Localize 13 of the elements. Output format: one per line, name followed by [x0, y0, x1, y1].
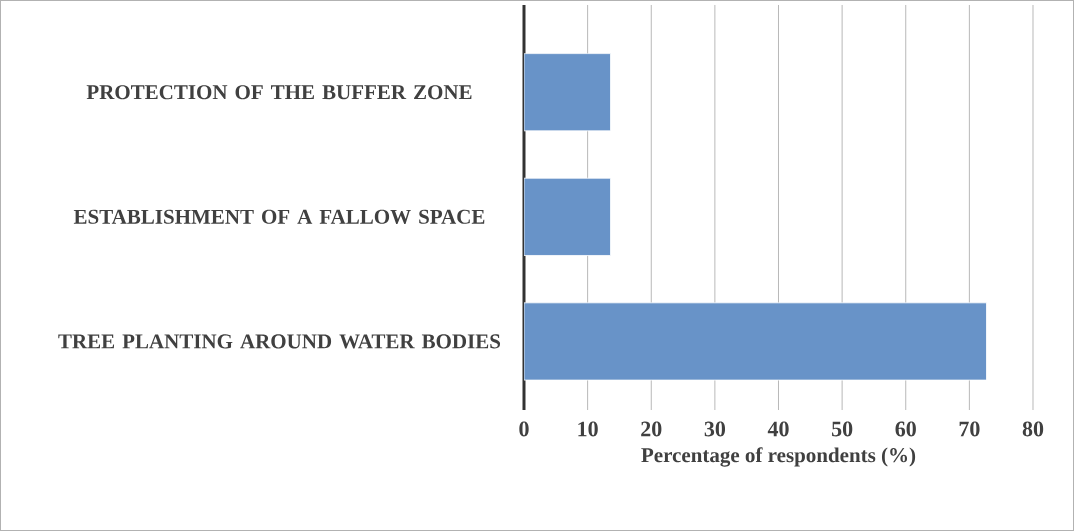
x-tick-label: 50 — [832, 421, 853, 437]
x-tick-label: 20 — [641, 421, 662, 437]
y-tick-label: TREE PLANTING AROUND WATER BODIES — [58, 334, 501, 349]
y-tick-label: PROTECTION OF THE BUFFER ZONE — [86, 85, 472, 100]
y-tick-label: ESTABLISHMENT OF A FALLOW SPACE — [73, 209, 485, 224]
x-tick-label: 40 — [767, 421, 789, 437]
x-tick-label: 60 — [895, 421, 916, 437]
x-tick-label: 70 — [959, 421, 980, 437]
x-tick-label: 0 — [519, 421, 529, 437]
x-tick-label: 10 — [578, 421, 598, 437]
x-tick-label: 30 — [704, 421, 726, 437]
x-tick-label: 80 — [1022, 421, 1044, 437]
x-axis-title: Percentage of respondents (%) — [641, 447, 916, 467]
